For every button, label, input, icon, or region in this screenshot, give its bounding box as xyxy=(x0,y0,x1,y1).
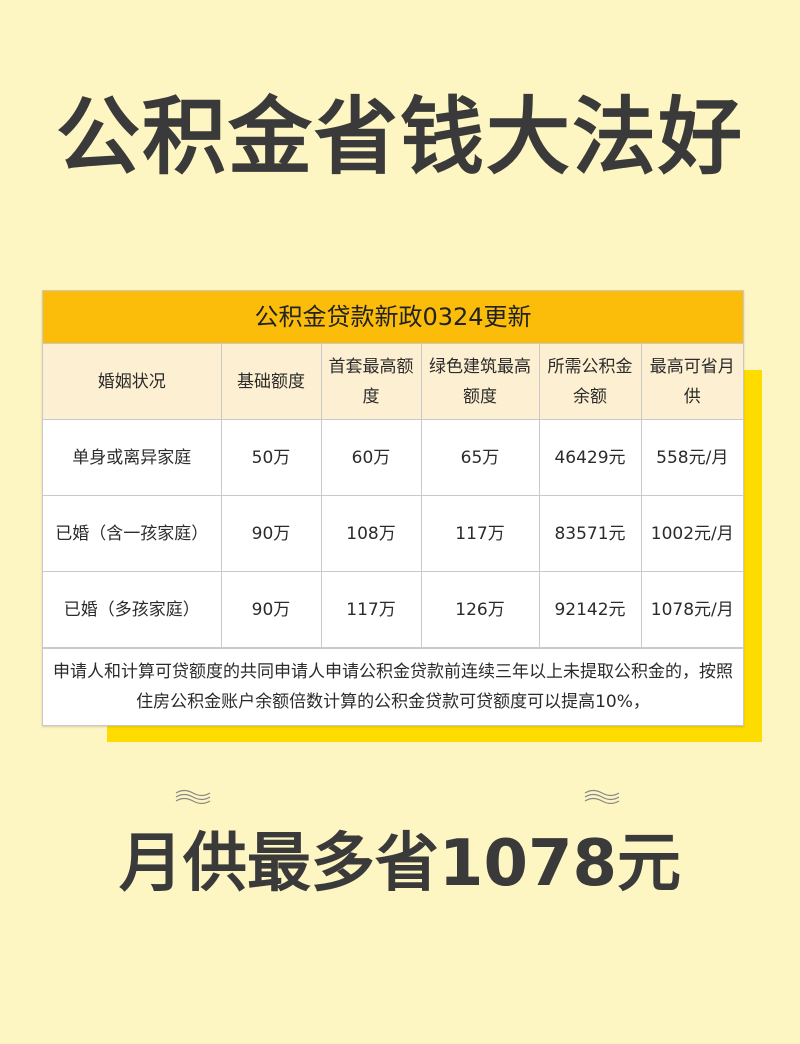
table-cell: 117万 xyxy=(320,571,422,648)
bottom-headline: 月供最多省1078元 xyxy=(118,827,682,901)
table-cell: 90万 xyxy=(220,571,322,648)
table-cell: 90万 xyxy=(220,495,322,572)
header-cell: 绿色建筑最高额度 xyxy=(420,344,540,420)
table-cell: 558元/月 xyxy=(640,419,743,496)
header-cell: 首套最高额度 xyxy=(320,344,422,420)
table-cell: 1078元/月 xyxy=(640,571,743,648)
header-cell: 婚姻状况 xyxy=(43,344,222,420)
table-row: 单身或离异家庭 50万 60万 65万 46429元 558元/月 xyxy=(43,419,743,496)
table-cell: 65万 xyxy=(420,419,540,496)
header-cell: 最高可省月供 xyxy=(640,344,743,420)
table-note: 申请人和计算可贷额度的共同申请人申请公积金贷款前连续三年以上未提取公积金的，按照… xyxy=(43,648,743,725)
table-cell: 83571元 xyxy=(538,495,642,572)
table-cell: 单身或离异家庭 xyxy=(43,419,222,496)
table-cell: 已婚（含一孩家庭） xyxy=(43,495,222,572)
wave-icon xyxy=(584,789,620,804)
table-caption: 公积金贷款新政0324更新 xyxy=(43,291,743,344)
table-cell: 46429元 xyxy=(538,419,642,496)
table-cell: 50万 xyxy=(220,419,322,496)
wave-icon xyxy=(175,789,211,804)
table-cell: 1002元/月 xyxy=(640,495,743,572)
header-cell: 基础额度 xyxy=(220,344,322,420)
table-row: 已婚（多孩家庭） 90万 117万 126万 92142元 1078元/月 xyxy=(43,571,743,648)
loan-table: 公积金贷款新政0324更新 婚姻状况 基础额度 首套最高额度 绿色建筑最高额度 … xyxy=(42,290,744,726)
table-cell: 117万 xyxy=(420,495,540,572)
table-cell: 60万 xyxy=(320,419,422,496)
table-cell: 108万 xyxy=(320,495,422,572)
page-title: 公积金省钱大法好 xyxy=(55,88,744,186)
table-cell: 126万 xyxy=(420,571,540,648)
table-header-row: 婚姻状况 基础额度 首套最高额度 绿色建筑最高额度 所需公积金余额 最高可省月供 xyxy=(43,344,743,420)
header-cell: 所需公积金余额 xyxy=(538,344,642,420)
table-cell: 92142元 xyxy=(538,571,642,648)
table-cell: 已婚（多孩家庭） xyxy=(43,571,222,648)
table-row: 已婚（含一孩家庭） 90万 108万 117万 83571元 1002元/月 xyxy=(43,495,743,572)
